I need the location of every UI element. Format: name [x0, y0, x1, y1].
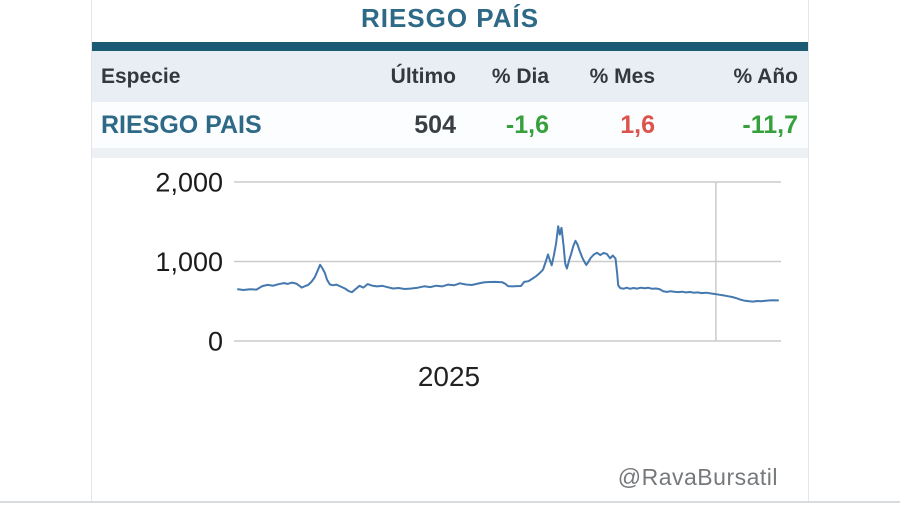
chart-y-tick-labels: 0 1,000 2,000	[155, 168, 223, 357]
header-especie: Especie	[101, 65, 181, 88]
header-pct-dia: % Dia	[491, 65, 549, 88]
table-footer-strip	[92, 148, 808, 158]
header-pct-anio: % Año	[733, 65, 798, 88]
table-row: RIESGO PAIS 504 -1,6 1,6 -11,7	[92, 102, 808, 148]
title-divider-bar	[92, 42, 808, 51]
header-pct-mes: % Mes	[589, 65, 655, 88]
chart-gridlines	[234, 181, 781, 342]
svg-text:2,000: 2,000	[155, 168, 223, 198]
svg-text:1,000: 1,000	[155, 247, 223, 277]
row-pct-mes-value: 1,6	[620, 111, 655, 139]
attribution-handle: @RavaBursatil	[617, 464, 778, 490]
table-header-row: Especie Último % Dia % Mes % Año	[92, 51, 808, 102]
header-ultimo: Último	[390, 65, 456, 88]
riesgo-pais-widget: RIESGO PAÍS Especie Último % Dia % Mes %…	[91, 0, 809, 501]
riesgo-pais-chart: 0 1,000 2,000 2025	[92, 158, 808, 403]
row-especie-label: RIESGO PAIS	[101, 111, 262, 139]
riesgo-pais-series-line	[237, 225, 779, 303]
chart-x-axis-label: 2025	[418, 361, 480, 392]
row-ultimo-value: 504	[414, 111, 456, 139]
bottom-divider	[0, 501, 900, 503]
row-pct-anio-value: -11,7	[742, 111, 798, 139]
svg-text:0: 0	[208, 327, 223, 357]
row-pct-dia-value: -1,6	[505, 111, 549, 139]
widget-title: RIESGO PAÍS	[360, 3, 540, 33]
line-chart-svg: 0 1,000 2,000 2025	[155, 168, 781, 392]
